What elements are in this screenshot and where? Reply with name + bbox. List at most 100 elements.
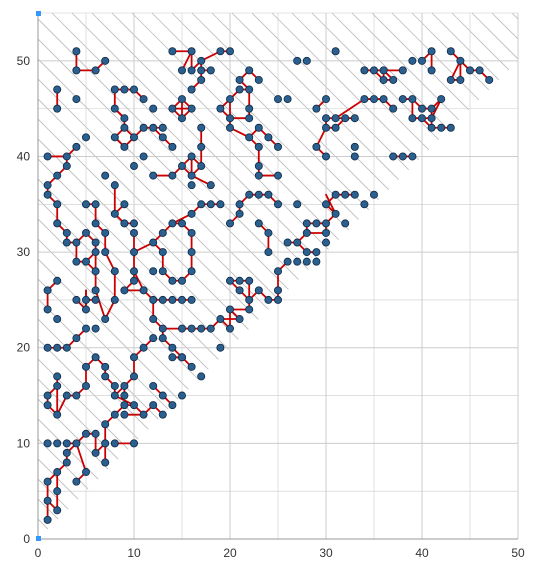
data-point [168,142,177,151]
data-point [177,353,186,362]
data-point [312,248,321,257]
data-point [187,152,196,161]
data-point [129,353,138,362]
data-point [408,114,417,123]
data-point [225,123,234,132]
data-point [62,448,71,457]
data-point [101,439,110,448]
data-point [245,85,254,94]
x-tick-label: 50 [511,546,525,560]
data-point [446,75,455,84]
data-point [53,276,62,285]
data-point [283,238,292,247]
graph-edge [94,289,107,320]
data-point [235,209,244,218]
data-point [331,190,340,199]
data-point [206,181,215,190]
data-point [129,248,138,257]
data-point [273,171,282,180]
data-point [91,267,100,276]
data-point [129,372,138,381]
data-point [264,295,273,304]
data-point [398,152,407,161]
data-point [427,114,436,123]
data-point [293,238,302,247]
data-point [129,133,138,142]
data-point [158,334,167,343]
data-point [158,228,167,237]
data-point [129,276,138,285]
data-point [302,248,311,257]
data-point [273,267,282,276]
data-point [197,66,206,75]
data-point [168,401,177,410]
data-point [62,391,71,400]
data-point [302,257,311,266]
corner-marker-top [36,11,41,16]
data-point [53,372,62,381]
data-point [91,286,100,295]
data-point [485,75,494,84]
data-point [389,75,398,84]
data-point [101,362,110,371]
hatch-line [331,13,518,539]
data-point [206,200,215,209]
data-point [53,171,62,180]
data-point [350,152,359,161]
data-point [43,152,52,161]
data-point [427,66,436,75]
data-point [62,458,71,467]
data-point [341,219,350,228]
data-point [245,104,254,113]
data-point [53,219,62,228]
data-point [91,429,100,438]
data-point [91,353,100,362]
data-point [321,123,330,132]
data-point [139,95,148,104]
data-point [158,123,167,132]
data-point [129,267,138,276]
data-point [62,162,71,171]
data-point [187,47,196,56]
data-point [129,219,138,228]
data-point [168,353,177,362]
data-point [235,315,244,324]
data-point [43,515,52,524]
data-point [110,209,119,218]
data-point [302,56,311,65]
data-point [177,114,186,123]
data-point [149,267,158,276]
data-point [168,295,177,304]
data-point [168,171,177,180]
data-point [149,123,158,132]
data-point [62,228,71,237]
data-point [245,66,254,75]
data-point [149,238,158,247]
data-point [369,95,378,104]
data-point [187,295,196,304]
data-point [53,381,62,390]
data-point [465,66,474,75]
data-point [168,104,177,113]
data-point [293,56,302,65]
data-point [225,95,234,104]
data-point [110,85,119,94]
data-point [264,228,273,237]
data-point [177,162,186,171]
data-point [91,66,100,75]
data-point [446,47,455,56]
data-point [158,295,167,304]
data-point [437,123,446,132]
data-point [216,104,225,113]
data-point [360,66,369,75]
data-point [225,305,234,314]
data-point [72,95,81,104]
data-point [149,334,158,343]
data-point [149,171,158,180]
data-point [369,66,378,75]
data-point [331,114,340,123]
data-point [120,123,129,132]
data-point [72,142,81,151]
data-point [43,401,52,410]
